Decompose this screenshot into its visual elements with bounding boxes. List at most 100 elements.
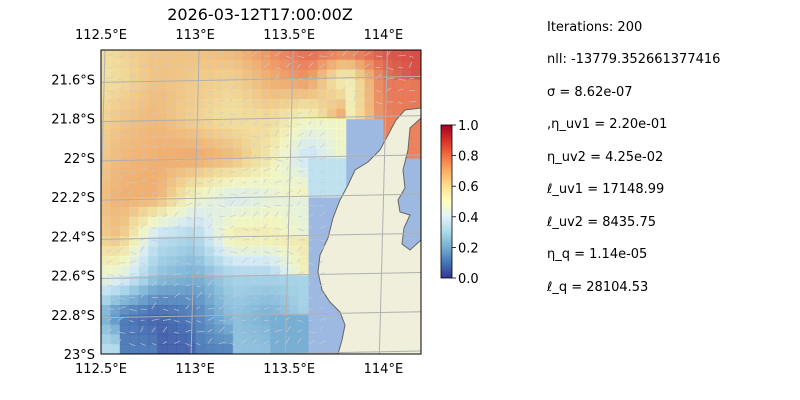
field-cell <box>308 79 319 90</box>
field-cell <box>101 128 102 139</box>
field-cell <box>232 79 243 90</box>
field-cell <box>317 167 328 179</box>
current-arrow <box>118 55 124 58</box>
field-cell <box>213 50 224 61</box>
field-cell <box>242 305 253 316</box>
current-arrow <box>207 101 214 105</box>
current-arrow <box>140 271 149 275</box>
field-cell <box>242 344 253 354</box>
field-cell <box>148 275 159 286</box>
current-arrow <box>229 143 234 149</box>
field-cell <box>185 177 196 188</box>
current-arrow <box>185 305 190 310</box>
field-cell <box>270 167 281 179</box>
field-cell <box>119 226 130 237</box>
colorbar-tick-label: 0.2 <box>458 241 479 256</box>
field-cell <box>242 265 253 277</box>
field-cell <box>157 187 168 198</box>
field-cell <box>336 50 347 51</box>
field-cell <box>232 89 243 100</box>
field-cell <box>176 285 187 296</box>
current-arrow <box>140 76 146 80</box>
field-cell <box>110 324 121 335</box>
field-cell <box>298 138 309 149</box>
current-arrow <box>375 73 382 80</box>
field-cell <box>373 89 384 100</box>
current-arrow <box>364 63 370 68</box>
field-cell <box>326 138 337 149</box>
field-cell <box>364 79 375 90</box>
current-arrow <box>117 97 121 103</box>
field-cell <box>279 157 290 169</box>
field-cell <box>242 79 253 90</box>
current-arrow <box>229 260 234 264</box>
field-cell <box>242 148 253 159</box>
current-arrow <box>174 134 179 137</box>
field-cell <box>251 138 262 149</box>
current-arrow <box>263 205 272 209</box>
current-arrow <box>118 65 123 68</box>
field-cell <box>157 216 168 228</box>
current-arrow <box>151 145 157 149</box>
field-cell <box>157 128 168 139</box>
field-cell <box>383 79 394 90</box>
current-arrow <box>252 297 258 300</box>
field-cell <box>176 314 187 326</box>
current-arrow <box>106 122 111 126</box>
field-cell <box>213 275 224 286</box>
field-cell <box>242 187 253 198</box>
field-cell <box>289 314 300 326</box>
current-arrow <box>364 73 368 80</box>
field-cell <box>157 157 168 169</box>
current-arrow <box>263 134 269 137</box>
field-cell <box>261 275 271 286</box>
current-arrow <box>297 329 303 333</box>
field-cell <box>213 305 224 316</box>
current-arrow <box>106 134 112 137</box>
field-cell <box>110 295 121 306</box>
current-arrow <box>241 331 247 334</box>
current-arrow <box>230 251 238 254</box>
y-tick-label: 22.2°S <box>51 191 95 206</box>
field-cell <box>242 246 253 257</box>
field-cell <box>213 226 224 237</box>
field-cell <box>261 324 271 335</box>
current-arrow <box>118 331 126 334</box>
field-cell <box>242 285 253 296</box>
field-cell <box>176 236 187 247</box>
current-arrow <box>241 120 244 126</box>
current-arrow <box>196 306 201 310</box>
field-cell <box>298 305 309 316</box>
field-cell <box>289 285 300 296</box>
field-cell <box>138 187 149 198</box>
field-cell <box>242 216 253 228</box>
field-cell <box>101 99 111 110</box>
current-arrow <box>106 67 112 69</box>
current-arrow <box>218 63 225 68</box>
current-arrow <box>241 228 249 231</box>
current-arrow <box>106 214 114 218</box>
field-cell <box>204 187 215 198</box>
current-arrow <box>229 98 233 103</box>
field-cell <box>242 167 253 179</box>
current-arrow <box>218 179 223 183</box>
field-cell <box>138 295 149 306</box>
field-cell <box>289 216 300 228</box>
current-arrow <box>117 175 123 183</box>
current-arrow <box>386 87 392 91</box>
current-arrow <box>297 271 305 275</box>
current-arrow <box>185 67 191 70</box>
field-cell <box>261 177 271 188</box>
field-cell <box>298 206 309 218</box>
current-arrow <box>129 320 134 322</box>
field-cell <box>195 148 206 159</box>
field-cell <box>223 255 234 267</box>
field-cell <box>148 99 159 110</box>
current-arrow <box>151 201 155 206</box>
field-cell <box>166 128 177 139</box>
current-arrow <box>285 62 291 68</box>
field-cell <box>82 256 92 266</box>
current-arrow <box>185 297 191 301</box>
current-arrow <box>230 305 236 310</box>
field-cell <box>195 334 206 345</box>
